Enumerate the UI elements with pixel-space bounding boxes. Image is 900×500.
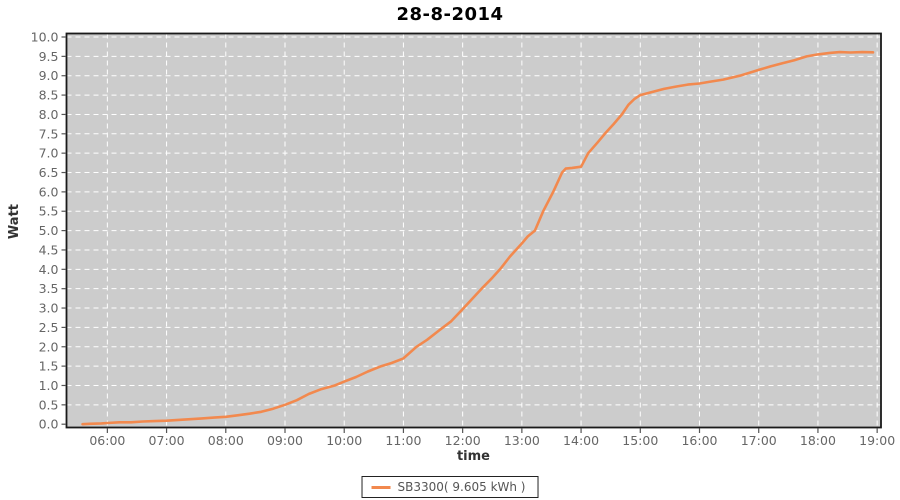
y-tick-label: 5.5 [39, 204, 59, 219]
y-tick-label: 3.5 [39, 281, 59, 296]
x-tick-label: 10:00 [326, 433, 362, 448]
x-tick-label: 12:00 [445, 433, 481, 448]
y-tick-label: 1.5 [39, 359, 59, 374]
x-tick-label: 11:00 [385, 433, 421, 448]
y-tick-label: 3.0 [39, 301, 59, 316]
y-tick-label: 7.5 [39, 126, 59, 141]
chart-title: 28-8-2014 [396, 4, 504, 25]
x-tick-label: 06:00 [89, 433, 125, 448]
legend-box: SB3300( 9.605 kWh ) [361, 476, 539, 498]
x-tick-label: 18:00 [800, 433, 836, 448]
y-tick-label: 4.5 [39, 242, 59, 257]
x-tick-label: 19:00 [859, 433, 895, 448]
x-tick-label: 17:00 [741, 433, 777, 448]
x-tick-label: 14:00 [563, 433, 599, 448]
y-tick-label: 0.0 [39, 417, 59, 432]
y-tick-label: 5.0 [39, 223, 59, 238]
x-tick-label: 07:00 [149, 433, 185, 448]
y-tick-label: 10.0 [31, 30, 59, 45]
y-tick-label: 8.5 [39, 88, 59, 103]
x-tick-label: 13:00 [504, 433, 540, 448]
y-tick-label: 9.0 [39, 68, 59, 83]
plot-border [65, 32, 882, 429]
legend-line-swatch-icon [371, 485, 391, 489]
y-tick-label: 2.5 [39, 320, 59, 335]
x-tick-label: 08:00 [208, 433, 244, 448]
y-axis-label: Watt [7, 204, 22, 240]
y-tick-label: 2.0 [39, 339, 59, 354]
x-tick-label: 15:00 [622, 433, 658, 448]
y-tick-label: 6.5 [39, 165, 59, 180]
x-axis-label: time [456, 449, 491, 464]
y-tick-label: 9.5 [39, 49, 59, 64]
y-tick-label: 4.0 [39, 262, 59, 277]
y-tick-label: 1.0 [39, 378, 59, 393]
y-tick-label: 8.0 [39, 107, 59, 122]
x-tick-label: 16:00 [681, 433, 717, 448]
y-tick-label: 0.5 [39, 397, 59, 412]
series-line [81, 50, 875, 426]
x-tick-label: 09:00 [267, 433, 303, 448]
y-tick-label: 6.0 [39, 184, 59, 199]
legend-series-label: SB3300( 9.605 kWh ) [397, 480, 526, 494]
y-tick-label: 7.0 [39, 146, 59, 161]
